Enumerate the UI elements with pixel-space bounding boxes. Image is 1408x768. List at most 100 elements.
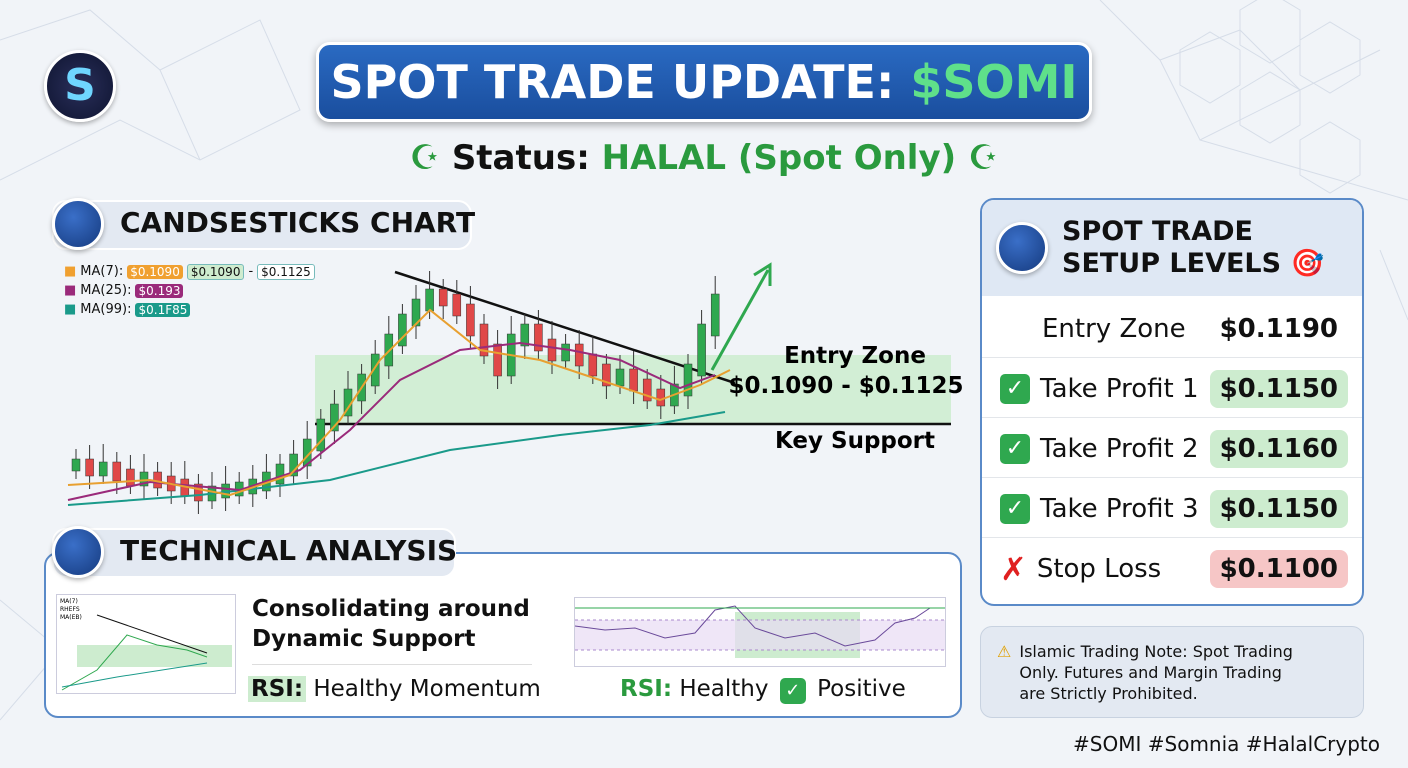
candle-body: [398, 313, 407, 347]
arrow-line: [710, 269, 770, 371]
candle: [139, 454, 149, 499]
candle-body: [534, 323, 543, 352]
setup-row: ✗ Stop Loss $0.1100: [982, 540, 1362, 598]
candle: [506, 316, 516, 384]
span: ■: [64, 283, 77, 298]
check-icon: ✓: [779, 678, 806, 704]
candle: [302, 421, 312, 479]
legend-value: $0.1125: [257, 263, 315, 280]
setup-row: Entry Zone $0.1190: [982, 300, 1362, 358]
ma7: [67, 308, 731, 497]
row-value: $0.1150: [1209, 369, 1348, 408]
note-box: ⚠ Islamic Trading Note: Spot Trading Onl…: [980, 626, 1364, 718]
candle: [697, 310, 706, 384]
analysis-title: TECHNICAL ANALYSIS: [120, 534, 458, 567]
crescent: ☪: [968, 138, 999, 178]
candle-body: [316, 418, 326, 452]
rsi-text: Healthy Momentum: [313, 676, 541, 702]
mini-zone: [77, 645, 232, 667]
row-value: $0.1150: [1209, 489, 1348, 528]
warning-icon: ⚠: [997, 642, 1012, 661]
candle-body: [466, 303, 475, 337]
candle: [289, 440, 298, 484]
cross-icon: ✗: [1000, 550, 1027, 588]
support-label: Key Support: [775, 428, 935, 454]
candle-body: [85, 458, 94, 477]
candle-body: [275, 463, 285, 485]
setup-title-text: SETUP LEVELS: [1062, 248, 1282, 279]
zone-title: Entry Zone: [784, 343, 926, 369]
analysis-icon: [52, 526, 104, 578]
candle: [452, 280, 462, 324]
candle-body: [139, 471, 149, 487]
setup-title-line: SPOT TRADE: [1062, 216, 1253, 247]
legend-value: $0.1090: [127, 264, 183, 279]
candle: [262, 454, 271, 499]
candle: [98, 444, 108, 484]
note: ⚠ Islamic Trading Note: Spot Trading Onl…: [997, 641, 1363, 704]
check-icon: ✓: [1000, 433, 1030, 464]
candle-body: [547, 338, 557, 362]
candle: [642, 369, 652, 409]
logo-glyph: S: [64, 60, 96, 111]
legend-name: MA(25):: [80, 283, 132, 298]
heading-line: Dynamic Support: [252, 626, 476, 652]
candle: [275, 454, 285, 497]
note-text: Islamic Trading Note: Spot Trading Only.…: [1019, 641, 1293, 704]
legend-value: $0.1F85: [135, 302, 191, 317]
candle-body: [71, 458, 81, 472]
check-icon: ✓: [1000, 373, 1030, 404]
note-line: are Strictly Prohibited.: [1019, 684, 1198, 703]
row-label: Take Profit 2: [1040, 433, 1199, 464]
candle: [438, 279, 448, 319]
candle-body: [683, 363, 693, 397]
candle: [602, 354, 611, 399]
candle-body: [126, 468, 135, 487]
setup-title-line: SETUP LEVELS 🎯: [1062, 248, 1325, 279]
candle-body: [615, 368, 625, 387]
candle-body: [479, 323, 489, 357]
setup-title: SPOT TRADE SETUP LEVELS 🎯: [1062, 216, 1324, 280]
chart-title: CANDSESTICKS CHART: [120, 206, 476, 239]
candle: [683, 354, 693, 409]
row-value: $0.1190: [1209, 309, 1348, 348]
ma25: [67, 341, 716, 501]
candle-body: [656, 388, 666, 407]
rsi-chart: [574, 597, 946, 667]
candle: [398, 304, 407, 354]
candle: [126, 455, 135, 494]
candle-body: [425, 288, 434, 312]
rsi-label: RSI:: [248, 676, 307, 702]
mini-ma: [61, 662, 208, 688]
candle: [316, 409, 326, 459]
rsi-label: RSI:: [620, 676, 673, 702]
hashtags: #SOMI #Somnia #HalalCrypto: [1073, 732, 1380, 756]
candle-body: [452, 293, 462, 317]
row-value: $0.1100: [1209, 550, 1348, 588]
g: [0, 0, 1408, 721]
arrow-head: [753, 262, 772, 286]
candle-body: [112, 461, 122, 482]
trend-line: [394, 270, 736, 385]
span: ■: [64, 264, 77, 279]
status-line: ☪ Status: HALAL (Spot Only) ☪: [0, 138, 1408, 178]
note-line: Only. Futures and Margin Trading: [1019, 663, 1282, 682]
candle-body: [602, 363, 611, 387]
legend-sep: -: [248, 264, 254, 279]
logo: S: [44, 50, 116, 122]
row-value: $0.1160: [1209, 429, 1348, 468]
ticker: $SOMI: [910, 55, 1078, 109]
heading-line: Consolidating around: [252, 596, 530, 622]
rsi-text: Positive: [817, 676, 906, 702]
candle: [71, 449, 81, 479]
candle: [479, 314, 489, 364]
mini-line: [61, 634, 208, 691]
note-line: Islamic Trading Note: Spot Trading: [1019, 642, 1293, 661]
candle: [194, 474, 203, 514]
candle: [234, 472, 244, 504]
candle-body: [697, 323, 706, 377]
legend-name: MA(7):: [80, 264, 124, 279]
candle: [710, 276, 720, 349]
legend-name: MA(99):: [80, 302, 132, 317]
